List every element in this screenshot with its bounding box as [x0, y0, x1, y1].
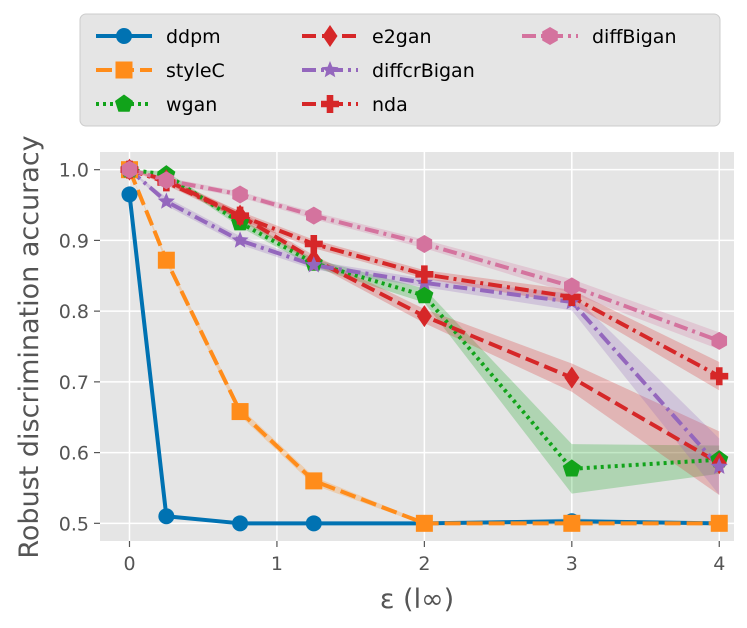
point-styleC — [710, 514, 728, 532]
point-ddpm — [305, 515, 322, 532]
point-styleC — [563, 514, 581, 532]
x-axis-ticks: 0 1 2 3 4 — [123, 541, 725, 575]
point-diffBigan — [158, 171, 175, 190]
y-tick-label: 0.7 — [59, 372, 89, 394]
legend-label-wgan: wgan — [166, 94, 217, 116]
legend-marker-ddpm — [116, 28, 132, 44]
point-nda — [415, 265, 434, 284]
y-tick-label: 0.9 — [59, 230, 89, 252]
point-wgan — [562, 459, 581, 477]
y-axis-ticks: 0.5 0.6 0.7 0.8 0.9 1.0 — [59, 160, 100, 535]
legend-marker-nda — [321, 95, 339, 113]
point-nda — [304, 234, 323, 253]
point-wgan — [415, 286, 434, 304]
y-tick-label: 0.6 — [59, 443, 89, 465]
point-diffBigan — [232, 185, 248, 204]
legend-marker-diffcrBigan — [321, 61, 339, 78]
point-ddpm — [232, 515, 249, 532]
point-nda — [231, 206, 250, 225]
point-diffBigan — [711, 331, 728, 350]
plot-area — [100, 152, 734, 541]
point-diffcrBigan — [305, 256, 323, 273]
x-tick-label: 2 — [418, 553, 430, 575]
point-diffBigan — [306, 206, 322, 225]
legend: ddpm styleC wgan e2gan diffcrBigan nda diffBig… — [79, 13, 721, 127]
point-ddpm — [158, 508, 175, 525]
y-tick-label: 0.5 — [59, 513, 89, 535]
y-axis-label: Robust discrimination accuracy — [14, 135, 45, 558]
x-tick-label: 1 — [271, 553, 283, 575]
legend-label-nda: nda — [372, 94, 408, 116]
y-tick-label: 1.0 — [59, 160, 89, 182]
x-tick-label: 4 — [713, 553, 725, 575]
point-ddpm — [121, 186, 138, 203]
point-styleC — [305, 472, 323, 490]
legend-label-diffBigan: diffBigan — [592, 26, 677, 48]
legend-label-e2gan: e2gan — [372, 26, 432, 48]
point-diffBigan — [121, 160, 138, 179]
series-markers — [120, 158, 729, 532]
legend-label-ddpm: ddpm — [166, 26, 221, 48]
x-tick-label: 3 — [566, 553, 578, 575]
legend-box — [79, 13, 721, 127]
legend-label-styleC: styleC — [166, 60, 225, 82]
point-e2gan — [416, 305, 432, 328]
legend-marker-wgan — [114, 94, 134, 112]
point-diffBigan — [416, 234, 433, 253]
point-e2gan — [564, 366, 580, 389]
point-styleC — [157, 251, 175, 269]
legend-label-diffcrBigan: diffcrBigan — [372, 60, 475, 82]
point-styleC — [231, 403, 249, 421]
point-diffBigan — [564, 277, 580, 296]
legend-marker-styleC — [115, 61, 133, 79]
y-tick-label: 0.8 — [59, 301, 89, 323]
point-nda — [710, 367, 729, 386]
point-diffcrBigan — [710, 457, 728, 475]
point-diffcrBigan — [157, 192, 175, 209]
band-wgan — [129, 169, 720, 494]
legend-marker-diffBigan — [542, 27, 558, 45]
point-nda — [562, 287, 581, 306]
x-tick-label: 0 — [123, 553, 135, 575]
point-styleC — [415, 514, 433, 532]
point-diffcrBigan — [231, 231, 249, 248]
x-axis-label: ε (l∞) — [380, 584, 454, 615]
legend-marker-e2gan — [322, 25, 338, 47]
